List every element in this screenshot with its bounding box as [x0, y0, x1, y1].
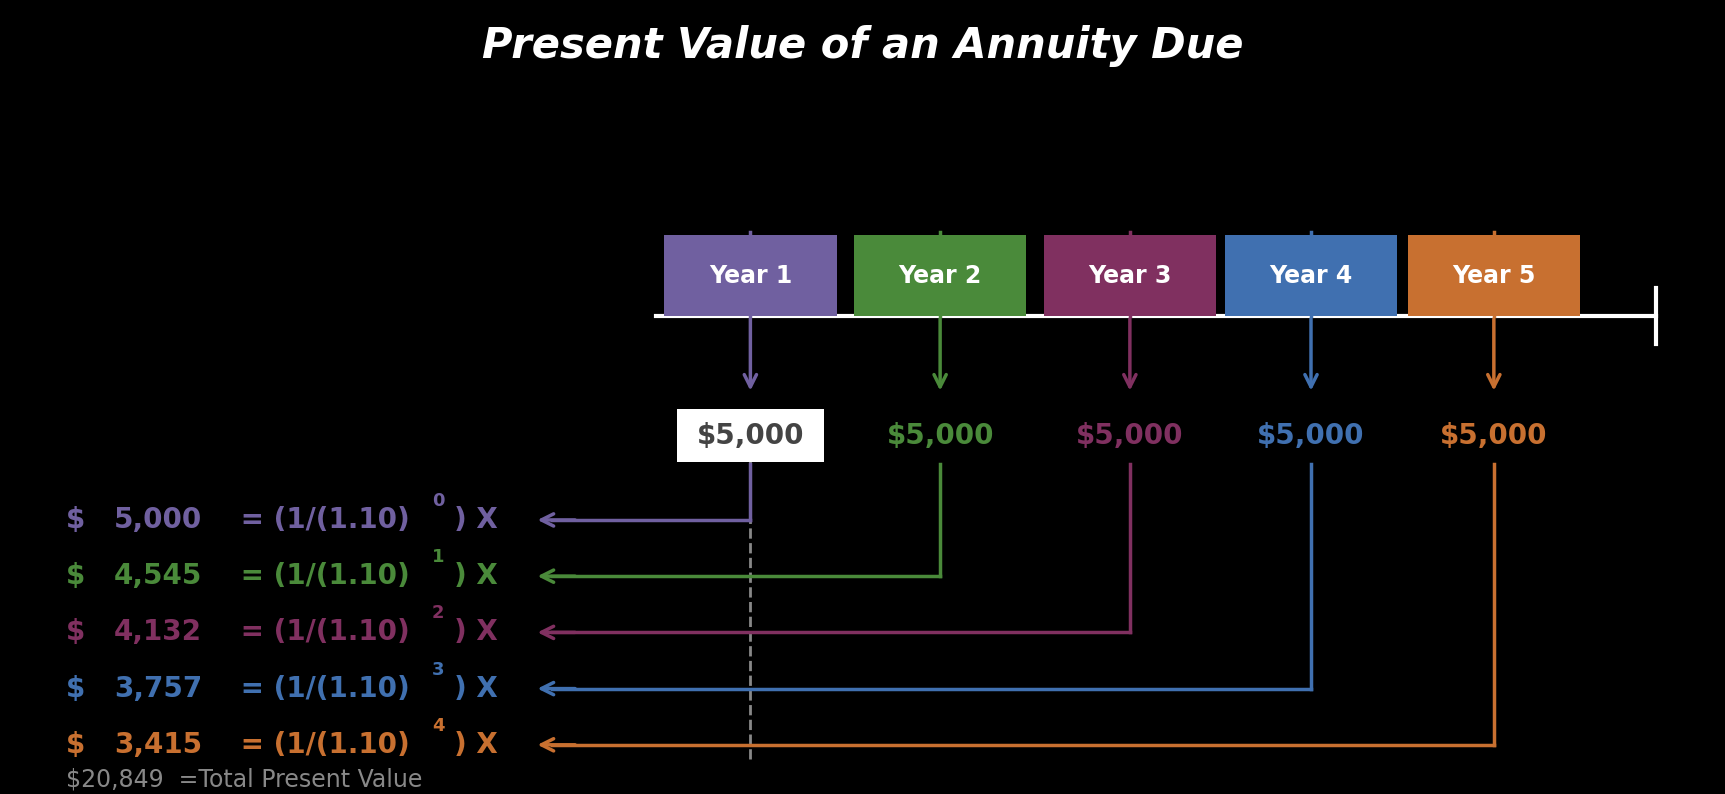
Text: 1: 1 — [431, 548, 445, 566]
Text: Year 4: Year 4 — [1270, 264, 1352, 287]
Text: ) X: ) X — [454, 506, 499, 534]
FancyBboxPatch shape — [664, 235, 837, 316]
Text: $: $ — [66, 562, 95, 590]
Text: = (1/(1.10): = (1/(1.10) — [231, 562, 411, 590]
Text: 0: 0 — [431, 492, 445, 510]
Text: 4: 4 — [431, 717, 445, 734]
Text: $: $ — [66, 675, 95, 703]
Text: ) X: ) X — [454, 675, 499, 703]
Text: ) X: ) X — [454, 562, 499, 590]
Text: $5,000: $5,000 — [1440, 422, 1547, 449]
Text: 5,000: 5,000 — [114, 506, 202, 534]
FancyBboxPatch shape — [676, 409, 825, 462]
Text: $: $ — [66, 730, 95, 759]
Text: $5,000: $5,000 — [697, 422, 804, 449]
FancyBboxPatch shape — [854, 235, 1026, 316]
Text: Present Value of an Annuity Due: Present Value of an Annuity Due — [481, 25, 1244, 67]
Text: $5,000: $5,000 — [887, 422, 994, 449]
Text: = (1/(1.10): = (1/(1.10) — [231, 675, 411, 703]
Text: $20,849  =Total Present Value: $20,849 =Total Present Value — [66, 768, 423, 792]
Text: Year 2: Year 2 — [899, 264, 982, 287]
Text: 3,757: 3,757 — [114, 675, 202, 703]
Text: $5,000: $5,000 — [1258, 422, 1364, 449]
Text: = (1/(1.10): = (1/(1.10) — [231, 730, 411, 759]
Text: 4,132: 4,132 — [114, 619, 202, 646]
FancyBboxPatch shape — [1044, 235, 1216, 316]
Text: Year 3: Year 3 — [1088, 264, 1171, 287]
FancyBboxPatch shape — [1225, 235, 1397, 316]
FancyBboxPatch shape — [1408, 235, 1580, 316]
Text: ) X: ) X — [454, 619, 499, 646]
Text: 2: 2 — [431, 604, 445, 622]
Text: = (1/(1.10): = (1/(1.10) — [231, 619, 411, 646]
Text: Year 1: Year 1 — [709, 264, 792, 287]
Text: $: $ — [66, 506, 95, 534]
Text: $5,000: $5,000 — [1076, 422, 1183, 449]
Text: Year 5: Year 5 — [1452, 264, 1535, 287]
Text: = (1/(1.10): = (1/(1.10) — [231, 506, 411, 534]
Text: 3,415: 3,415 — [114, 730, 202, 759]
Text: 3: 3 — [431, 661, 445, 679]
Text: ) X: ) X — [454, 730, 499, 759]
Text: 4,545: 4,545 — [114, 562, 202, 590]
Text: $: $ — [66, 619, 95, 646]
